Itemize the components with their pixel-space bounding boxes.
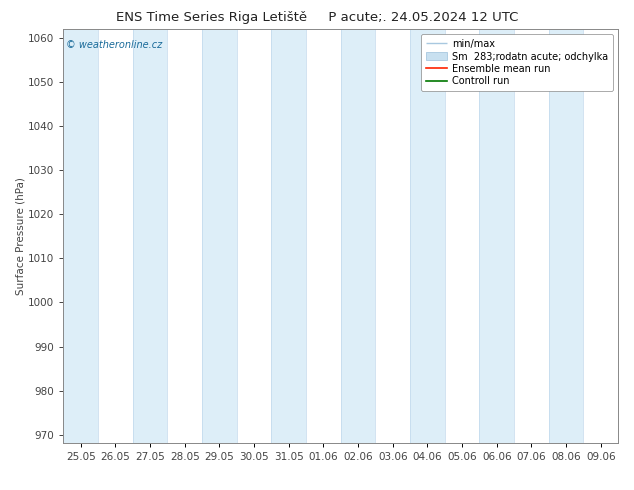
Bar: [63, 29, 98, 443]
Bar: [341, 29, 375, 443]
Bar: [271, 29, 306, 443]
Bar: [202, 29, 236, 443]
Bar: [133, 29, 167, 443]
Bar: [479, 29, 514, 443]
Legend: min/max, Sm  283;rodatn acute; odchylka, Ensemble mean run, Controll run: min/max, Sm 283;rodatn acute; odchylka, …: [421, 34, 613, 91]
Bar: [410, 29, 445, 443]
Bar: [549, 29, 583, 443]
Text: © weatheronline.cz: © weatheronline.cz: [66, 40, 162, 50]
Text: ENS Time Series Riga Letiště     P acute;. 24.05.2024 12 UTC: ENS Time Series Riga Letiště P acute;. 2…: [116, 11, 518, 24]
Y-axis label: Surface Pressure (hPa): Surface Pressure (hPa): [15, 177, 25, 295]
